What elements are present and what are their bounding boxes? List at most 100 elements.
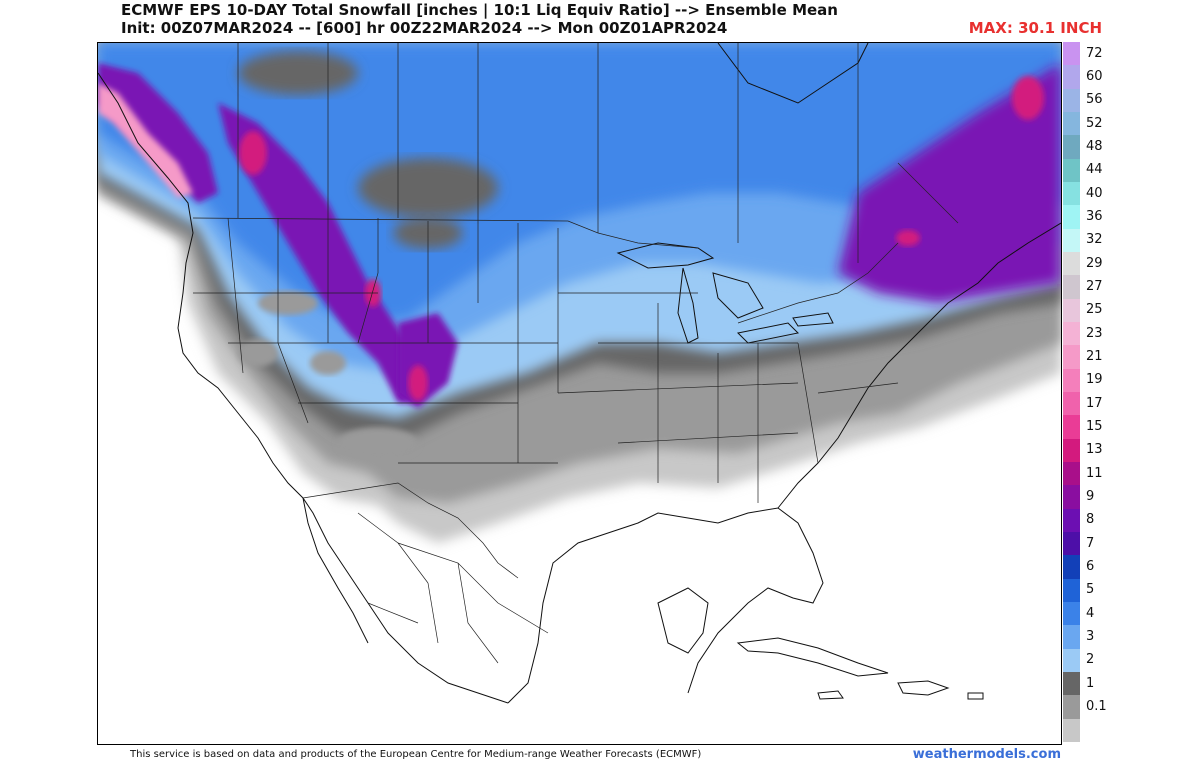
legend-swatch [1063,718,1080,743]
coastlines [98,43,1061,704]
legend-label: 1 [1086,675,1095,691]
snow-magenta-labrador [1012,76,1044,120]
legend-swatch [1063,112,1080,136]
legend-swatch [1063,695,1080,720]
legend-label: 0.1 [1086,699,1107,714]
legend-label: 13 [1086,442,1103,458]
legend-swatch [1063,298,1080,323]
puerto-rico [967,692,984,700]
mexico-state-lines [357,512,549,664]
legend-swatch [1063,555,1080,580]
snow-magenta-bc [239,131,267,175]
map-title: ECMWF EPS 10-DAY Total Snowfall [inches … [121,1,838,19]
legend-label: 6 [1086,559,1095,574]
legend-label: 19 [1086,372,1103,388]
state-lines [193,217,899,503]
legend-label: 2 [1086,652,1095,668]
legend-swatch [1063,485,1080,510]
legend-label: 23 [1086,325,1103,341]
legend-swatch [1063,65,1080,90]
legend-swatch [1063,275,1080,300]
snow-magenta-co [408,365,428,401]
snow-gray-basin-3 [310,351,346,375]
legend-label: 5 [1086,582,1095,598]
legend-label: 3 [1086,629,1095,644]
jamaica [817,690,844,700]
snow-gray-patch-north [238,51,358,95]
legend-swatch [1063,252,1080,276]
lake-michigan [677,267,699,344]
snow-purple-quebec [838,63,1061,303]
legend-label: 25 [1086,302,1103,318]
legend-label: 56 [1086,92,1103,108]
legend-swatch [1063,182,1080,206]
snow-purple-pnw [98,63,218,203]
legend-label: 9 [1086,489,1095,504]
legend-swatch [1063,578,1080,603]
snowfall-map [97,42,1062,745]
legend-label: 27 [1086,279,1103,294]
snow-gray-basin-2 [238,339,278,367]
legend-swatch [1063,532,1080,556]
legend-swatch [1063,462,1080,486]
legend-swatch [1063,648,1080,673]
yucatan [657,587,709,654]
snow-purple-rockies [218,103,428,403]
legend-label: 17 [1086,395,1103,411]
hudson-bay [717,43,869,104]
legend-label: 32 [1086,232,1103,248]
legend-swatch [1063,158,1080,183]
legend-label: 8 [1086,512,1095,528]
legend-swatch [1063,602,1080,626]
legend-swatch [1063,672,1080,696]
lake-erie [736,322,800,344]
canada-province-lines [237,43,959,263]
legend-swatch [1063,228,1080,253]
map-subtitle-init: Init: 00Z07MAR2024 -- [600] hr 00Z22MAR2… [121,19,728,37]
pacific-coastline [98,72,509,704]
brand-link[interactable]: weathermodels.com [912,747,1061,762]
snow-gray-basin-1 [258,291,318,315]
legend-label: 29 [1086,255,1103,271]
us-mexico-border [302,482,519,579]
lake-huron [712,272,764,319]
atlantic-coastline [777,222,1061,509]
legend-label: 52 [1086,115,1103,131]
snow-magenta-quebec [896,230,920,246]
legend-swatch [1063,368,1080,393]
legend-swatch [1063,508,1080,533]
legend-label: 21 [1086,349,1103,364]
legend-swatch [1063,88,1080,113]
baja-coastline [302,497,369,644]
cuba [736,637,889,677]
lake-ontario [792,312,834,327]
legend-label: 7 [1086,535,1095,551]
legend-swatch [1063,42,1080,66]
snow-pink-coast-bc [98,83,193,198]
legend-label: 36 [1086,209,1103,224]
legend-swatch [1063,415,1080,440]
legend-label: 11 [1086,465,1103,481]
lake-superior [616,242,715,269]
legend-label: 40 [1086,185,1103,201]
legend-swatch [1063,438,1080,463]
legend-label: 44 [1086,162,1103,178]
legend-swatch [1063,392,1080,416]
legend-label: 60 [1086,69,1103,84]
snow-gray-patch-prairies [358,158,498,218]
color-legend [1063,42,1080,743]
ecmwf-credit: This service is based on data and produc… [130,749,702,760]
legend-label: 4 [1086,605,1095,621]
borders [192,43,959,664]
max-value-label: MAX: 30.1 INCH [968,19,1102,37]
gulf-coastline [507,507,824,704]
hispaniola [897,680,950,696]
legend-swatch [1063,205,1080,230]
legend-swatch [1063,322,1080,346]
legend-swatch [1063,625,1080,650]
map-canvas [98,43,1061,704]
legend-label: 15 [1086,419,1103,434]
legend-label: 48 [1086,139,1103,154]
legend-swatch [1063,345,1080,370]
legend-label: 72 [1086,45,1103,61]
